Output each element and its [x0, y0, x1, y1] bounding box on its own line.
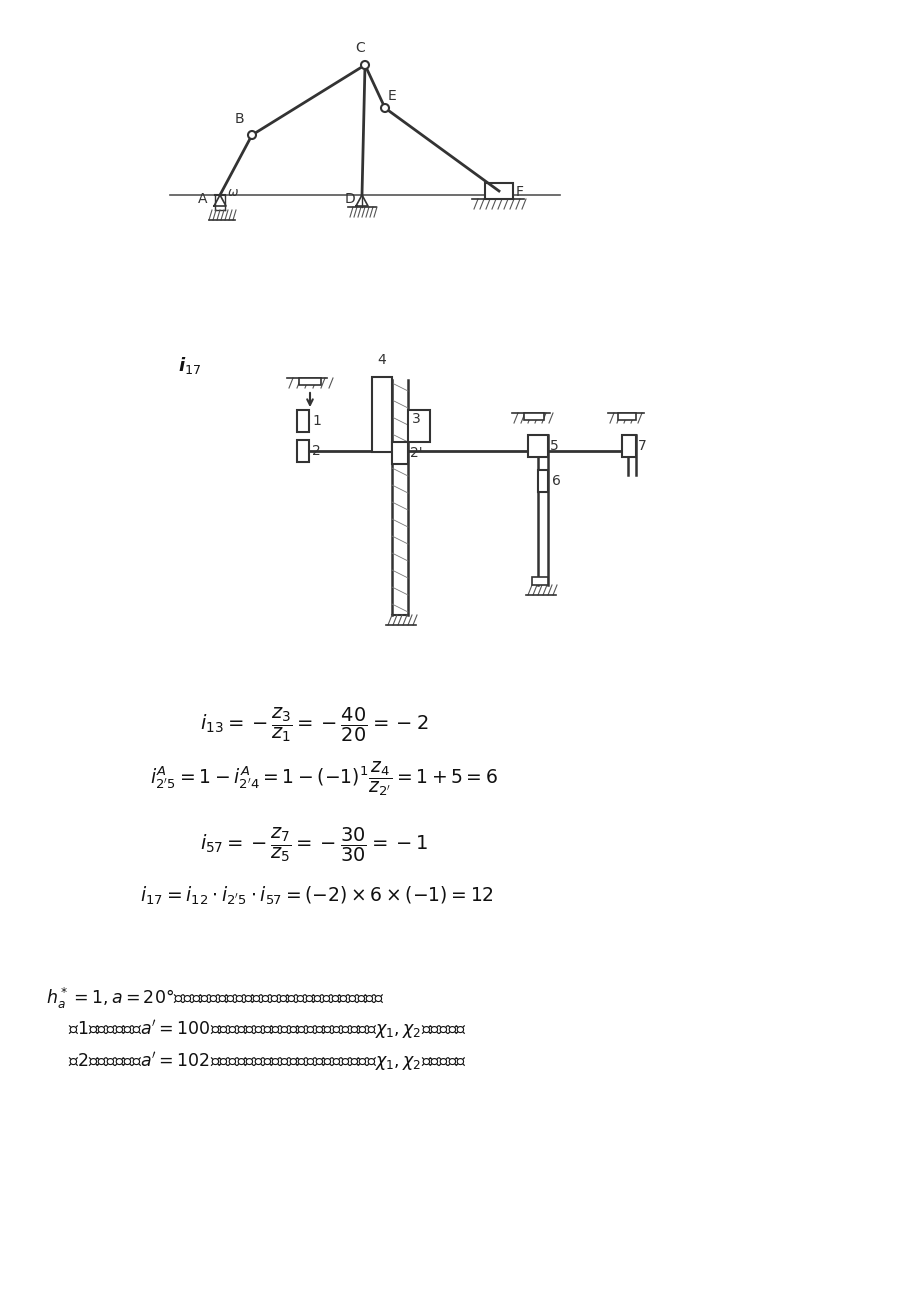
Text: D: D	[344, 191, 355, 206]
Text: （2）实际中心距$a' = 102$时，应采取何种类型的齿轮传动，变为系数$\chi_1, \chi_2$各是多少？: （2）实际中心距$a' = 102$时，应采取何种类型的齿轮传动，变为系数$\c…	[68, 1049, 466, 1073]
Text: 2: 2	[312, 444, 321, 458]
Text: C: C	[355, 40, 365, 55]
Bar	[528, 435, 548, 457]
Circle shape	[248, 132, 255, 139]
Text: ω: ω	[228, 186, 238, 199]
Bar	[299, 378, 321, 385]
Text: 7: 7	[637, 439, 646, 453]
Bar	[621, 435, 635, 457]
Circle shape	[380, 104, 389, 112]
Text: $i_{57} = -\dfrac{z_7}{z_5} = -\dfrac{30}{30} = -1$: $i_{57} = -\dfrac{z_7}{z_5} = -\dfrac{30…	[199, 825, 427, 863]
Bar	[297, 410, 309, 432]
Bar	[531, 577, 548, 585]
Text: E: E	[388, 89, 396, 103]
Text: $\boldsymbol{i}_{17}$: $\boldsymbol{i}_{17}$	[177, 355, 201, 376]
Bar	[407, 410, 429, 441]
Bar	[391, 441, 407, 464]
Bar	[371, 378, 391, 452]
Text: 4: 4	[377, 353, 386, 367]
Text: 2': 2'	[410, 447, 422, 460]
Text: 1: 1	[312, 414, 321, 428]
Bar	[538, 470, 548, 492]
Text: A: A	[198, 191, 207, 206]
Bar	[524, 413, 543, 421]
Bar	[297, 440, 309, 462]
Text: F: F	[516, 185, 524, 199]
Bar	[618, 413, 635, 421]
Bar	[484, 184, 513, 199]
Text: $h_a^* = 1, a = 20°$。要求小齿轮刚好无根切，试问在无侧隙啮合条件下：: $h_a^* = 1, a = 20°$。要求小齿轮刚好无根切，试问在无侧隙啮合…	[46, 986, 384, 1012]
Text: 5: 5	[550, 439, 558, 453]
Text: $i_{13} = -\dfrac{z_3}{z_1} = -\dfrac{40}{20} = -2$: $i_{13} = -\dfrac{z_3}{z_1} = -\dfrac{40…	[199, 704, 428, 743]
Text: 3: 3	[412, 411, 420, 426]
Text: $i_{17} = i_{12} \cdot i_{2^{\prime}5} \cdot i_{57} = (-2) \times 6 \times (-1) : $i_{17} = i_{12} \cdot i_{2^{\prime}5} \…	[140, 885, 494, 907]
Text: $i_{2^{\prime}5}^{A} = 1 - i_{2^{\prime}4}^{A} = 1 - (-1)^{1}\dfrac{z_4}{z_{2^{\: $i_{2^{\prime}5}^{A} = 1 - i_{2^{\prime}…	[150, 760, 497, 798]
Text: B: B	[234, 112, 244, 126]
Circle shape	[360, 61, 369, 69]
Text: 6: 6	[551, 474, 561, 488]
Text: （1）实际中心距$a' = 100$时，应采取何种类型的齿轮传动，变为系数$\chi_1, \chi_2$各是多少？: （1）实际中心距$a' = 100$时，应采取何种类型的齿轮传动，变为系数$\c…	[68, 1018, 466, 1042]
